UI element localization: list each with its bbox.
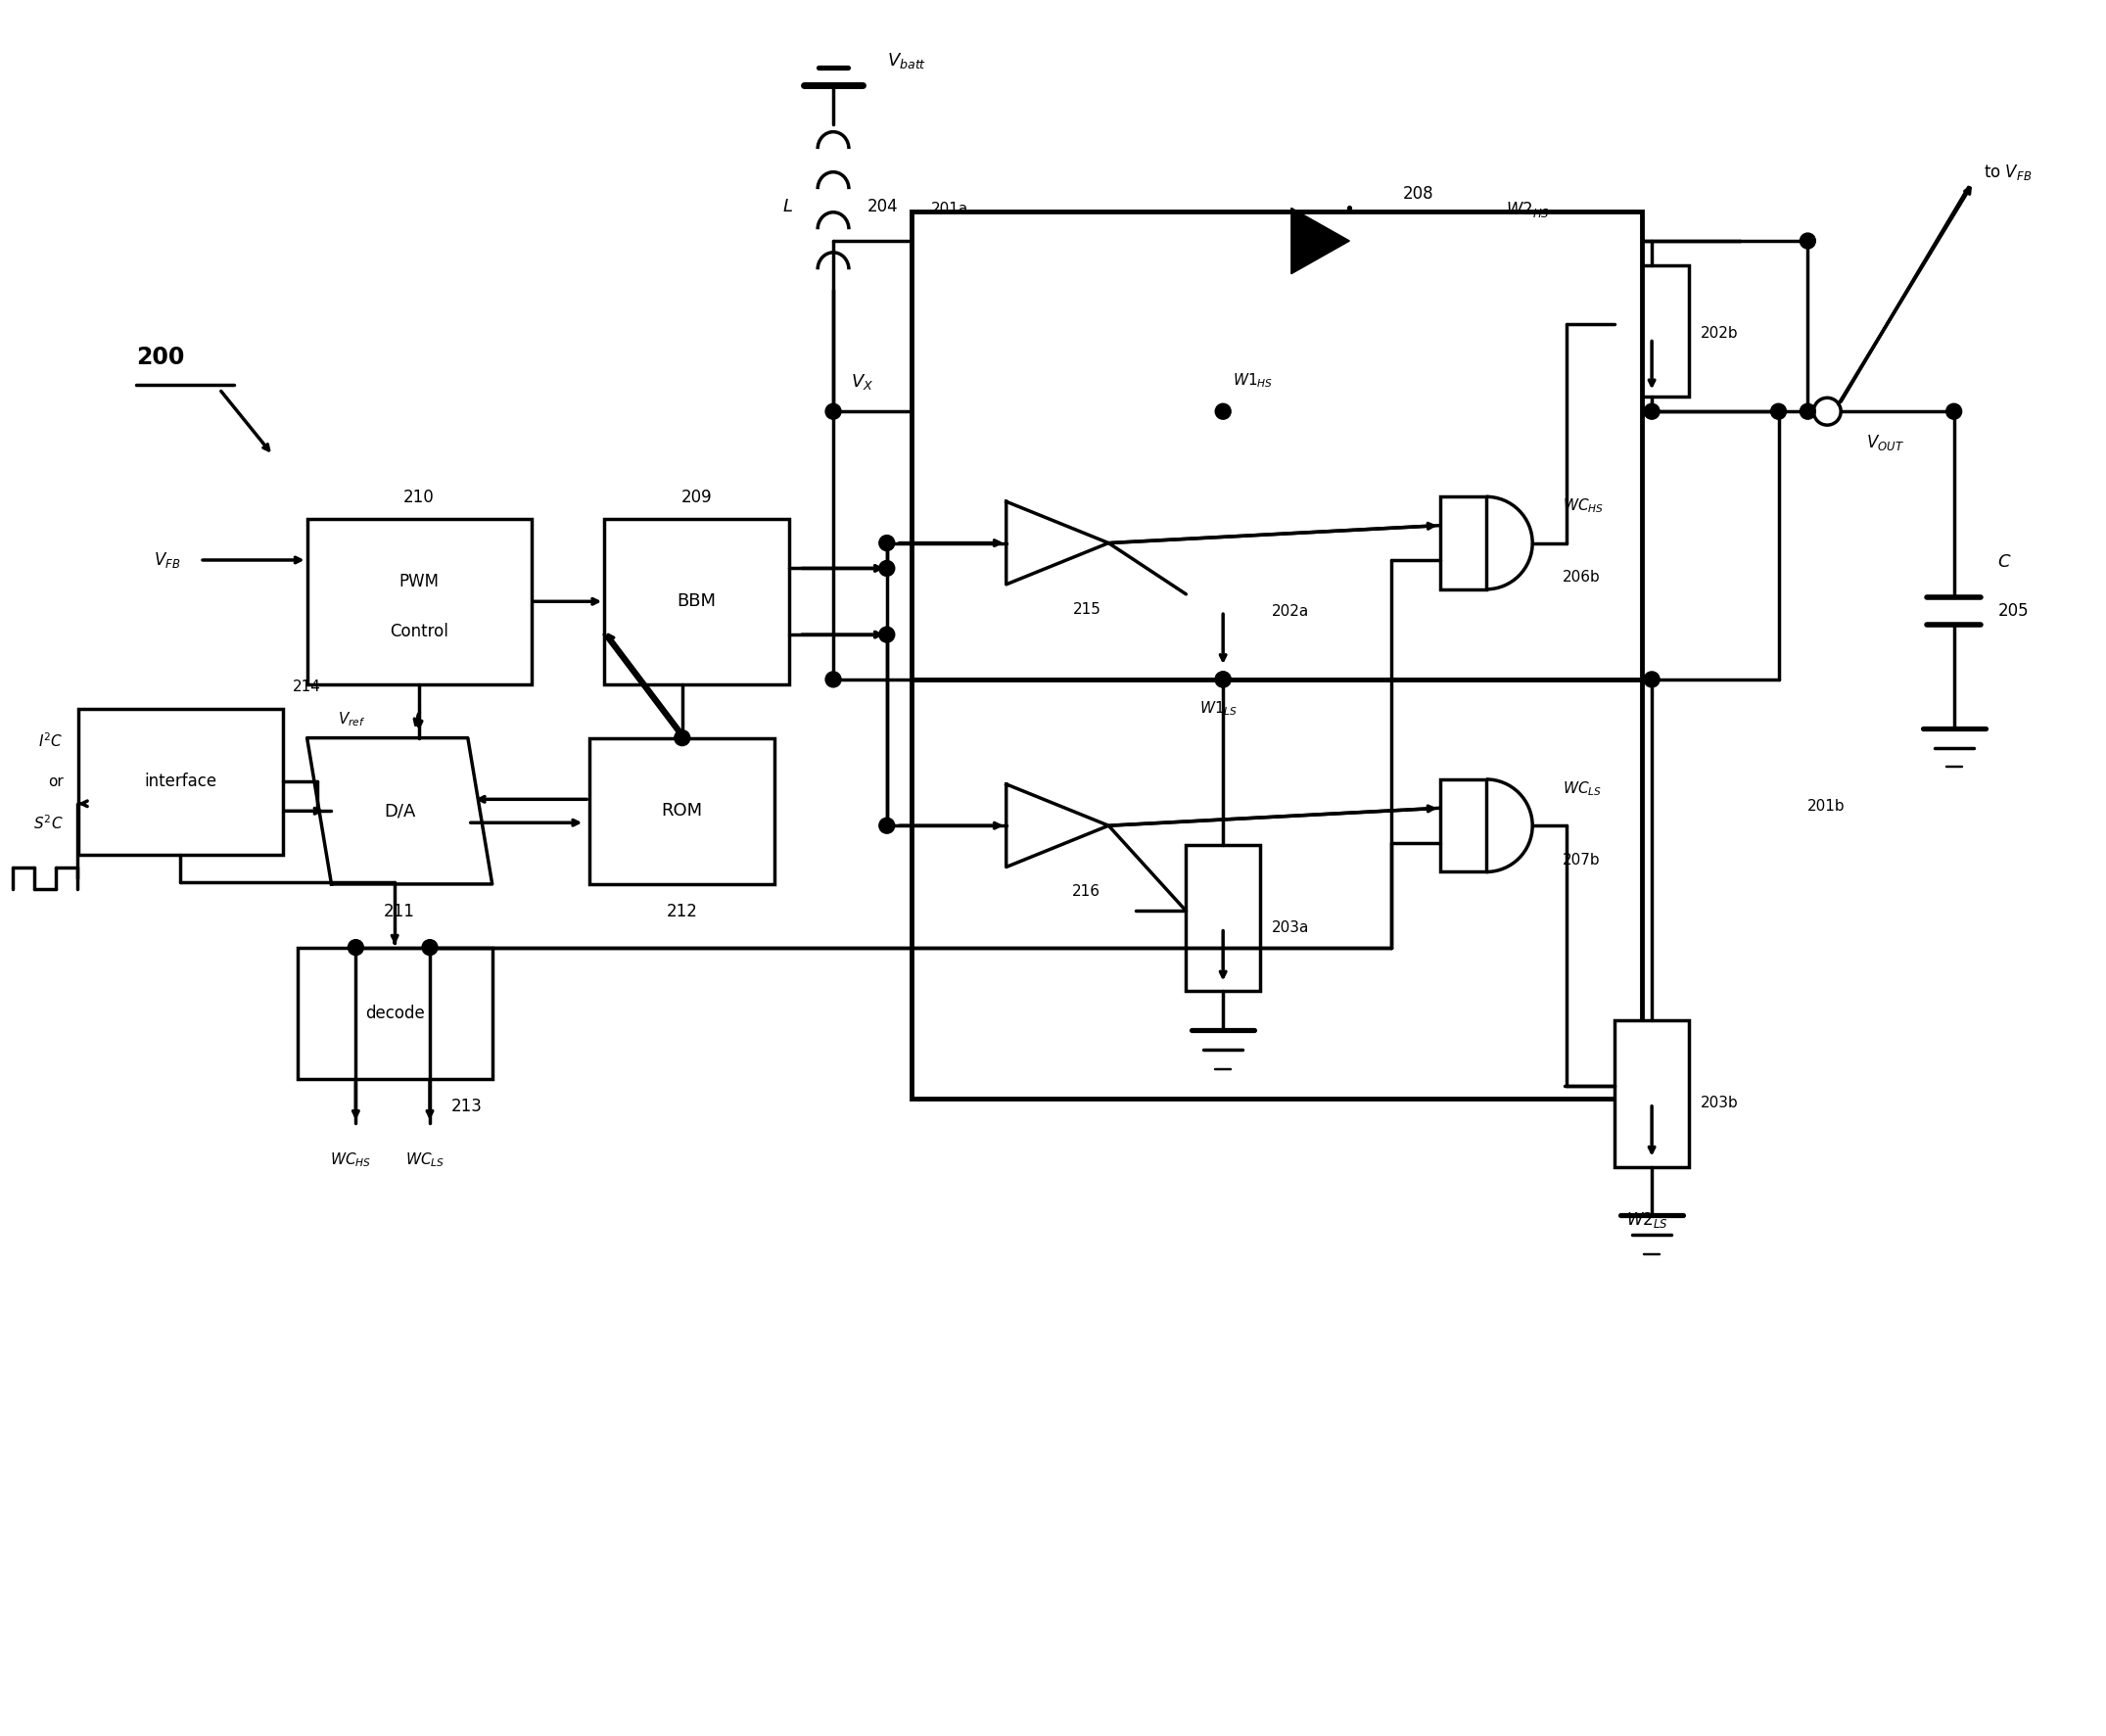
- Text: 202b: 202b: [1700, 326, 1737, 340]
- Circle shape: [674, 731, 691, 746]
- Text: ROM: ROM: [661, 802, 703, 819]
- Text: 216: 216: [1072, 885, 1101, 899]
- Bar: [590, 738, 775, 884]
- Bar: [912, 679, 1643, 1099]
- Circle shape: [1215, 404, 1230, 418]
- Circle shape: [1215, 672, 1230, 687]
- Bar: [912, 212, 1643, 679]
- Text: $S^2C$: $S^2C$: [34, 814, 63, 832]
- Text: C: C: [1999, 554, 2009, 571]
- Bar: [78, 708, 282, 854]
- Bar: [307, 519, 531, 684]
- Text: PWM: PWM: [398, 573, 440, 590]
- Text: or: or: [48, 774, 63, 790]
- Text: 212: 212: [668, 903, 697, 920]
- Circle shape: [826, 672, 840, 687]
- Text: 203b: 203b: [1700, 1095, 1737, 1111]
- Text: 209: 209: [682, 488, 712, 505]
- Text: 203a: 203a: [1272, 920, 1310, 936]
- Bar: [1615, 266, 1689, 398]
- Text: 210: 210: [404, 488, 434, 505]
- Text: $WC_{HS}$: $WC_{HS}$: [331, 1151, 371, 1168]
- Text: BBM: BBM: [678, 592, 716, 611]
- Circle shape: [878, 535, 895, 550]
- Circle shape: [1801, 233, 1815, 248]
- Text: 211: 211: [383, 903, 415, 920]
- Polygon shape: [1007, 502, 1108, 585]
- Text: $V_{batt}$: $V_{batt}$: [887, 50, 927, 71]
- Text: $V_{OUT}$: $V_{OUT}$: [1866, 432, 1904, 453]
- Text: $WC_{LS}$: $WC_{LS}$: [404, 1151, 444, 1168]
- Text: 202a: 202a: [1272, 604, 1310, 618]
- Circle shape: [1215, 672, 1230, 687]
- Text: 215: 215: [1072, 602, 1101, 616]
- Circle shape: [878, 627, 895, 642]
- Text: D/A: D/A: [383, 802, 415, 819]
- Text: 201a: 201a: [931, 201, 969, 215]
- Text: decode: decode: [364, 1005, 425, 1023]
- Text: interface: interface: [143, 773, 217, 790]
- Text: 200: 200: [137, 345, 185, 370]
- Bar: [1186, 845, 1259, 991]
- Text: 204: 204: [868, 198, 899, 215]
- Text: $WC_{LS}$: $WC_{LS}$: [1563, 779, 1601, 799]
- Text: 206b: 206b: [1563, 569, 1601, 585]
- Text: 208: 208: [1403, 186, 1434, 203]
- Text: Control: Control: [390, 623, 449, 641]
- Circle shape: [1771, 404, 1786, 418]
- Text: $V_{ref}$: $V_{ref}$: [337, 710, 366, 729]
- Text: $W1_{LS}$: $W1_{LS}$: [1198, 700, 1238, 717]
- Bar: [1615, 1021, 1689, 1167]
- Text: 207b: 207b: [1563, 852, 1601, 866]
- Bar: [1441, 496, 1487, 589]
- Circle shape: [826, 404, 840, 418]
- Circle shape: [878, 818, 895, 833]
- Text: $W2_{HS}$: $W2_{HS}$: [1506, 200, 1550, 219]
- Text: L: L: [783, 198, 792, 215]
- Bar: [1186, 528, 1259, 675]
- Polygon shape: [307, 738, 493, 884]
- Text: 205: 205: [1999, 602, 2028, 620]
- Circle shape: [878, 561, 895, 576]
- Circle shape: [421, 939, 438, 955]
- Text: $V_X$: $V_X$: [851, 373, 874, 392]
- Circle shape: [1801, 404, 1815, 418]
- Circle shape: [1645, 404, 1660, 418]
- Bar: [1441, 779, 1487, 871]
- Circle shape: [1645, 672, 1660, 687]
- Text: $W2_{LS}$: $W2_{LS}$: [1626, 1210, 1668, 1231]
- Text: 214: 214: [293, 681, 320, 694]
- Polygon shape: [1007, 785, 1108, 866]
- Polygon shape: [1291, 208, 1350, 274]
- Text: to $V_{FB}$: to $V_{FB}$: [1984, 163, 2032, 182]
- Bar: [604, 519, 790, 684]
- Text: $V_{FB}$: $V_{FB}$: [154, 550, 181, 569]
- Text: 201b: 201b: [1807, 799, 1845, 814]
- Text: 213: 213: [451, 1097, 482, 1115]
- Circle shape: [347, 939, 364, 955]
- Text: $I^2C$: $I^2C$: [38, 731, 63, 750]
- Circle shape: [1946, 404, 1961, 418]
- Text: $WC_{HS}$: $WC_{HS}$: [1563, 496, 1603, 516]
- Text: $W1_{HS}$: $W1_{HS}$: [1232, 372, 1274, 389]
- Bar: [297, 948, 493, 1080]
